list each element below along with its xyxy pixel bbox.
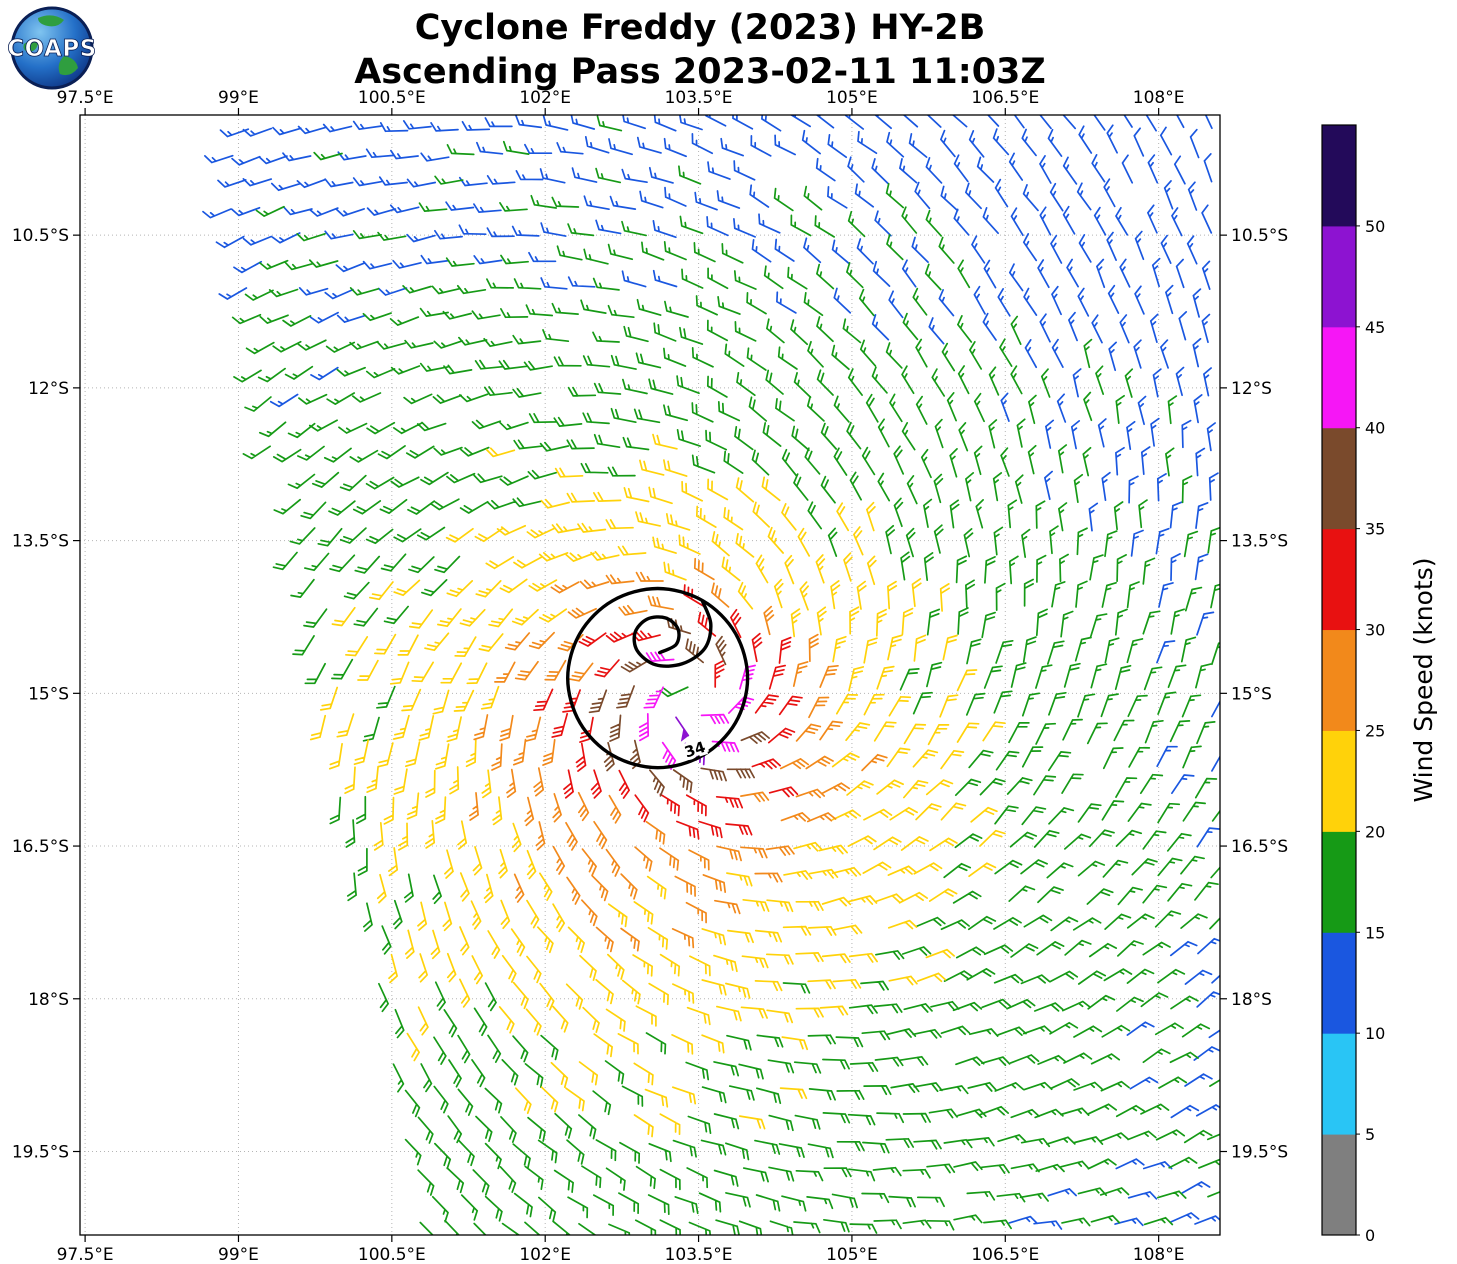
lat-tick-label-left: 15°S	[28, 684, 69, 704]
colorbar-tick-label: 15	[1365, 923, 1385, 942]
colorbar-segment	[1322, 427, 1356, 530]
lat-tick-label-right: 13.5°S	[1231, 532, 1288, 552]
contour-34kt-hook	[632, 600, 713, 668]
lat-tick-label-right: 16.5°S	[1231, 837, 1288, 857]
lon-tick-label-top: 100.5°E	[358, 88, 426, 108]
colorbar-segment	[1322, 1033, 1356, 1135]
lon-tick-label-top: 102°E	[519, 88, 571, 108]
lat-tick-label-right: 19.5°S	[1231, 1143, 1288, 1163]
wind-barbs-25kt	[468, 557, 888, 953]
lat-tick-label-left: 12°S	[28, 379, 69, 399]
lon-tick-label-bottom: 97.5°E	[57, 1245, 114, 1264]
colorbar-tick-label: 45	[1365, 318, 1385, 337]
colorbar-segment	[1322, 1134, 1356, 1236]
lon-tick-label-top: 103.5°E	[665, 88, 733, 108]
lat-tick-label-left: 19.5°S	[12, 1143, 69, 1163]
colorbar-label: Wind Speed (knots)	[1409, 557, 1438, 802]
chart-subtitle: Ascending Pass 2023-02-11 11:03Z	[354, 52, 1046, 92]
colorbar-segment	[1322, 326, 1356, 429]
colorbar-tick-label: 40	[1365, 419, 1385, 438]
continent-shape	[23, 41, 38, 52]
wind-barbs-20kt	[309, 433, 1006, 1138]
lat-tick-label-right: 10.5°S	[1231, 226, 1288, 246]
lon-tick-label-top: 99°E	[218, 88, 259, 108]
colorbar-tick-label: 0	[1365, 1226, 1375, 1245]
colorbar-tick-label: 10	[1365, 1024, 1385, 1043]
colorbar-segment	[1322, 225, 1356, 328]
colorbar-tick-label: 25	[1365, 721, 1385, 740]
chart-title: Cyclone Freddy (2023) HY-2B	[414, 8, 986, 48]
colorbar-segment	[1322, 932, 1356, 1034]
axes: 97.5°E 97.5°E 99°E 99°E 100.5°E 100.5°E 102°E 1…	[12, 88, 1288, 1264]
lon-tick-label-top: 108°E	[1133, 88, 1185, 108]
lon-tick-label-bottom: 99°E	[218, 1245, 259, 1264]
lon-tick-label-bottom: 103.5°E	[665, 1245, 733, 1264]
colorbar-tick-label: 5	[1365, 1125, 1375, 1144]
colorbar-segment	[1322, 831, 1356, 933]
lat-tick-label-right: 12°S	[1231, 379, 1272, 399]
lon-tick-label-top: 97.5°E	[57, 88, 114, 108]
lat-tick-label-right: 18°S	[1231, 990, 1272, 1010]
lon-tick-label-bottom: 105°E	[826, 1245, 878, 1264]
colorbar-tick-label: 30	[1365, 621, 1385, 640]
contour-34kt: 34	[566, 586, 750, 770]
colorbar-tick-label: 50	[1365, 217, 1385, 236]
lon-tick-label-bottom: 108°E	[1133, 1245, 1185, 1264]
wind-barbs-15kt	[231, 115, 1220, 1235]
lon-tick-label-bottom: 106.5°E	[971, 1245, 1039, 1264]
continent-shape	[38, 15, 64, 27]
lat-tick-label-left: 16.5°S	[12, 837, 69, 857]
colorbar-tick-label: 20	[1365, 822, 1385, 841]
lon-tick-label-top: 106.5°E	[971, 88, 1039, 108]
lat-tick-label-right: 15°S	[1231, 684, 1272, 704]
continent-shape	[58, 56, 78, 76]
wind-barb-layer	[202, 115, 1220, 1235]
lat-tick-label-left: 13.5°S	[12, 532, 69, 552]
coaps-logo: COAPS	[8, 6, 96, 90]
colorbar-segment	[1322, 528, 1356, 631]
lat-tick-label-left: 18°S	[28, 990, 69, 1010]
colorbar-segment	[1322, 629, 1356, 731]
wind-barb-flags-45kt	[680, 727, 689, 742]
colorbar-segment	[1322, 125, 1356, 227]
grid-lines	[80, 115, 1220, 1235]
lon-tick-label-bottom: 102°E	[519, 1245, 571, 1264]
lat-tick-label-left: 10.5°S	[12, 226, 69, 246]
colorbar-tick-label: 35	[1365, 520, 1385, 539]
logo-text: COAPS	[8, 36, 96, 62]
wind-barbs-10kt	[202, 115, 1220, 1230]
colorbar: 0 5 10 15 20 25 30 35 40 45 50 Wind Speed (knots)	[1321, 124, 1438, 1245]
lon-tick-label-bottom: 100.5°E	[358, 1245, 426, 1264]
colorbar-segment	[1322, 730, 1356, 832]
lon-tick-label-top: 105°E	[826, 88, 878, 108]
